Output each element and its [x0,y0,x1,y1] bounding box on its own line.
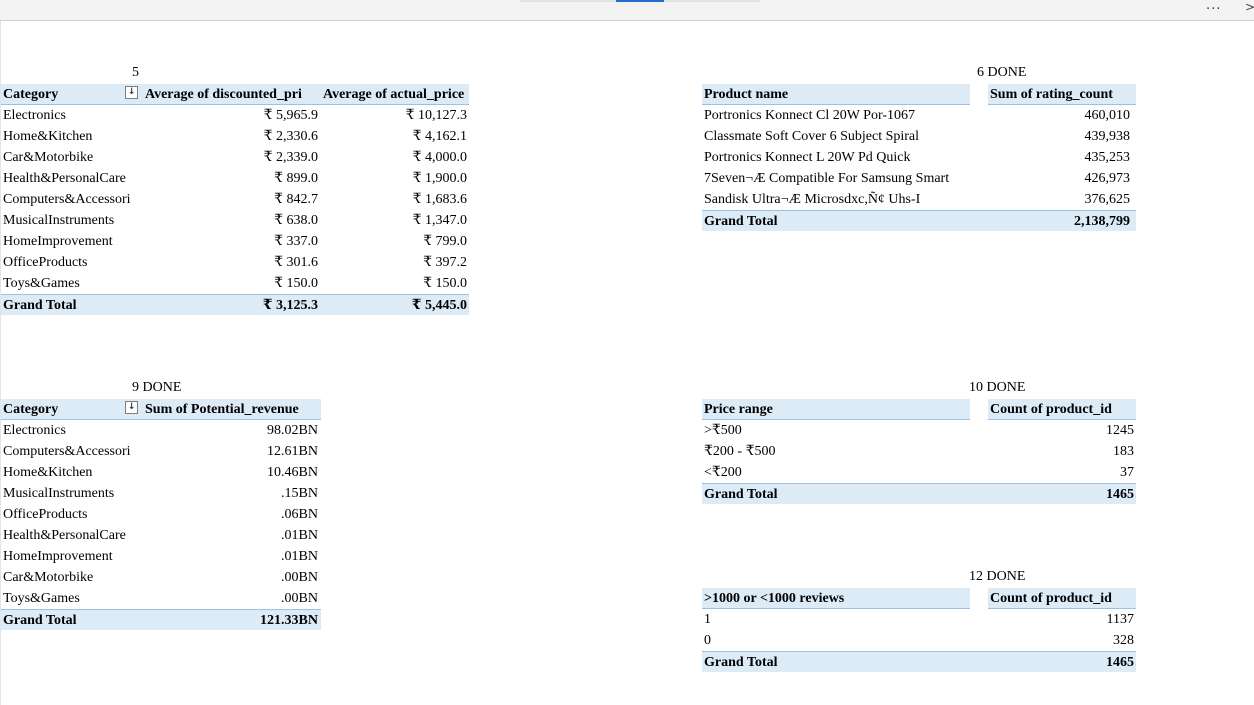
column-header-price-range[interactable]: Price range ↓ [702,399,970,420]
column-header-count-product-id[interactable]: Count of product_id [988,399,1136,420]
row-label-category[interactable]: Health&PersonalCare [3,171,126,186]
filter-dropdown-icon[interactable]: ↓ [125,86,138,99]
cell-sum-potential-revenue[interactable]: 12.61BN [267,444,318,459]
row-label-category[interactable]: MusicalInstruments [3,213,115,228]
cell-sum-rating-count[interactable]: 439,938 [1084,129,1131,144]
pivot-title: 9 DONE [132,380,182,395]
cell-avg-actual-price[interactable]: ₹ 1,683.6 [412,192,467,207]
cell-avg-discounted-price[interactable]: ₹ 301.6 [274,255,318,270]
cell-sum-potential-revenue[interactable]: 10.46BN [267,465,318,480]
cell-avg-actual-price[interactable]: ₹ 1,900.0 [412,171,467,186]
pivot-title: 12 DONE [969,569,1026,584]
cell-sum-potential-revenue[interactable]: .15BN [281,486,318,501]
row-label-category[interactable]: Toys&Games [3,591,80,606]
chevron-right-icon[interactable]: > [1245,0,1254,14]
cell-sum-potential-revenue[interactable]: 98.02BN [267,423,318,438]
cell-avg-actual-price[interactable]: ₹ 397.2 [423,255,467,270]
row-label-price-range[interactable]: ₹200 - ₹500 [704,444,776,459]
column-header-sum-rating-count[interactable]: Sum of rating_count [988,84,1136,105]
row-label-review-bucket[interactable]: 1 [704,612,711,627]
row-label-category[interactable]: Toys&Games [3,276,80,291]
grand-total-value: ₹ 5,445.0 [321,294,469,315]
cell-count-product-id[interactable]: 1245 [1106,423,1134,438]
cell-avg-discounted-price[interactable]: ₹ 2,330.6 [263,129,318,144]
row-label-category[interactable]: HomeImprovement [3,549,113,564]
cell-avg-actual-price[interactable]: ₹ 799.0 [423,234,467,249]
column-header-review-bucket[interactable]: >1000 or <1000 reviews ▾ [702,588,970,609]
row-label-category[interactable]: Health&PersonalCare [3,528,126,543]
cell-avg-actual-price[interactable]: ₹ 4,162.1 [412,129,467,144]
row-label-category[interactable]: OfficeProducts [3,507,88,522]
column-header-avg-actual-price[interactable]: Average of actual_price [321,84,469,105]
row-label-product-name[interactable]: Portronics Konnect L 20W Pd Quick [704,150,911,165]
row-label-category[interactable]: HomeImprovement [3,234,113,249]
cell-sum-rating-count[interactable]: 460,010 [1084,108,1131,123]
cell-avg-actual-price[interactable]: ₹ 10,127.3 [405,108,467,123]
cell-sum-rating-count[interactable]: 376,625 [1084,192,1131,207]
grand-total-value: 2,138,799 [988,210,1136,231]
grand-total-label: Grand Total [1,609,143,630]
cell-sum-potential-revenue[interactable]: .00BN [281,570,318,585]
row-label-product-name[interactable]: 7Seven¬Æ Compatible For Samsung Smart [704,171,950,186]
cell-avg-discounted-price[interactable]: ₹ 842.7 [274,192,318,207]
row-label-product-name[interactable]: Classmate Soft Cover 6 Subject Spiral [704,129,920,144]
column-header-category[interactable]: Category ↓ [1,399,143,420]
cell-sum-potential-revenue[interactable]: .01BN [281,528,318,543]
cell-avg-discounted-price[interactable]: ₹ 2,339.0 [263,150,318,165]
cell-avg-discounted-price[interactable]: ₹ 5,965.9 [263,108,318,123]
cell-avg-discounted-price[interactable]: ₹ 638.0 [274,213,318,228]
pivot-title: 6 DONE [977,65,1027,80]
grand-total-value: 1465 [988,651,1136,672]
grand-total-label: Grand Total [702,210,988,231]
column-header-product-name[interactable]: Product name ↓▾ [702,84,970,105]
row-label-category[interactable]: Car&Motorbike [3,570,94,585]
cell-count-product-id[interactable]: 1137 [1106,612,1134,627]
row-label-product-name[interactable]: Portronics Konnect Cl 20W Por-1067 [704,108,915,123]
filter-dropdown-icon[interactable]: ↓ [125,401,138,414]
row-label-price-range[interactable]: >₹500 [704,423,742,438]
row-label-review-bucket[interactable]: 0 [704,633,711,648]
cell-count-product-id[interactable]: 328 [1113,633,1134,648]
more-options-icon[interactable]: ... [1206,0,1222,13]
row-label-category[interactable]: MusicalInstruments [3,486,115,501]
cell-sum-potential-revenue[interactable]: .06BN [281,507,318,522]
cell-count-product-id[interactable]: 37 [1120,465,1134,480]
row-label-category[interactable]: Car&Motorbike [3,150,94,165]
cell-avg-actual-price[interactable]: ₹ 1,347.0 [412,213,467,228]
column-header-count-product-id[interactable]: Count of product_id [988,588,1136,609]
pivot-title: 10 DONE [969,380,1026,395]
column-header-category[interactable]: Category ↓ [1,84,143,105]
grand-total-label: Grand Total [1,294,143,315]
cell-avg-actual-price[interactable]: ₹ 150.0 [423,276,467,291]
pivot-title: 5 [132,65,139,80]
row-label-category[interactable]: Electronics [3,108,66,123]
row-label-category[interactable]: Home&Kitchen [3,129,93,144]
grand-total-value: 121.33BN [143,609,321,630]
grand-total-value: ₹ 3,125.3 [143,294,321,315]
column-header-avg-discounted-price[interactable]: Average of discounted_pri [143,84,321,105]
top-toolbar: ... > [0,0,1254,21]
active-sheet-indicator[interactable] [616,0,664,2]
row-label-category[interactable]: Electronics [3,423,66,438]
cell-sum-rating-count[interactable]: 435,253 [1084,150,1131,165]
cell-sum-potential-revenue[interactable]: .01BN [281,549,318,564]
sheet-left-border [0,21,1,705]
cell-avg-discounted-price[interactable]: ₹ 150.0 [274,276,318,291]
cell-count-product-id[interactable]: 183 [1113,444,1134,459]
row-label-category[interactable]: Home&Kitchen [3,465,93,480]
row-label-price-range[interactable]: <₹200 [704,465,742,480]
cell-avg-actual-price[interactable]: ₹ 4,000.0 [412,150,467,165]
column-header-sum-potential-revenue[interactable]: Sum of Potential_revenue [143,399,321,420]
row-label-category[interactable]: Computers&Accessori [3,192,131,207]
cell-sum-potential-revenue[interactable]: .00BN [281,591,318,606]
cell-avg-discounted-price[interactable]: ₹ 337.0 [274,234,318,249]
grand-total-label: Grand Total [702,483,988,504]
row-label-category[interactable]: Computers&Accessori [3,444,131,459]
row-label-product-name[interactable]: Sandisk Ultra¬Æ Microsdxc,Ñ¢ Uhs-I [704,192,921,207]
grand-total-value: 1465 [988,483,1136,504]
cell-sum-rating-count[interactable]: 426,973 [1084,171,1131,186]
grand-total-label: Grand Total [702,651,988,672]
row-label-category[interactable]: OfficeProducts [3,255,88,270]
cell-avg-discounted-price[interactable]: ₹ 899.0 [274,171,318,186]
